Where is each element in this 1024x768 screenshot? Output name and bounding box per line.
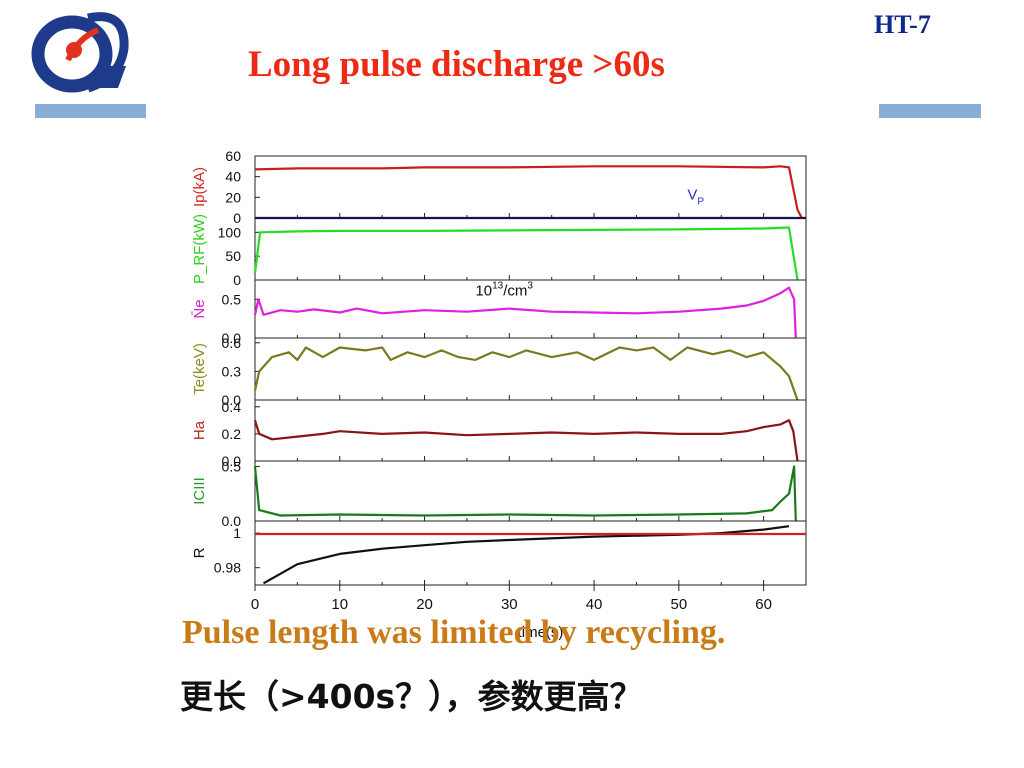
series-line-te-0: [253, 346, 799, 401]
y-tick-label-ha: 0.0: [222, 453, 242, 469]
y-tick-label-prf: 100: [218, 224, 242, 240]
series-line-r-0: [262, 525, 790, 585]
x-tick-label: 30: [501, 596, 518, 613]
series-line-prf-0: [253, 226, 799, 281]
y-tick-label-ip: 0: [233, 210, 241, 226]
caption-english: Pulse length was limited by recycling.: [182, 614, 726, 651]
y-tick-label-r: 0.98: [214, 560, 241, 576]
y-axis-label-ha: Ha: [191, 420, 208, 440]
series-line-ciii-0: [253, 465, 797, 522]
y-axis-label-r: R: [191, 547, 208, 558]
panel-frame-ciii: [254, 460, 807, 522]
slide-title: Long pulse discharge >60s: [248, 44, 665, 85]
y-tick-label-r: 1: [233, 525, 241, 541]
series-line-ha-0: [253, 419, 799, 462]
y-tick-label-ha: 0.2: [222, 426, 242, 442]
annotation-ne: 1013/cm3: [475, 280, 533, 299]
series-line-ne-0: [253, 286, 797, 339]
y-tick-label-ne: 0.0: [222, 330, 242, 346]
caption-chinese: 更长（>400s？），参数更高？: [180, 677, 643, 716]
x-tick-label: 40: [586, 596, 603, 613]
y-axis-label-ne: N̄e: [191, 299, 208, 318]
annotation-ip: VP: [687, 186, 704, 207]
x-tick-label: 0: [251, 596, 259, 613]
x-tick-label: 20: [416, 596, 433, 613]
y-axis-label-ciii: ICIII: [191, 477, 208, 505]
y-tick-label-ip: 60: [225, 148, 241, 164]
y-tick-label-ciii: 0.5: [222, 458, 242, 474]
y-axis-label-prf: P_RF(kW): [191, 214, 208, 284]
x-tick-label: 60: [755, 596, 772, 613]
series-line-ip-0: [254, 165, 803, 219]
institute-logo-icon: [31, 12, 129, 93]
y-axis-label-ip: Ip(kA): [191, 167, 208, 207]
x-tick-label: 10: [331, 596, 348, 613]
y-tick-label-te: 0.6: [222, 335, 242, 351]
x-axis-label: time(s): [518, 624, 564, 641]
y-tick-label-ciii: 0.0: [222, 513, 242, 529]
y-tick-label-te: 0.0: [222, 392, 242, 408]
y-tick-label-ne: 0.5: [222, 291, 242, 307]
x-tick-label: 50: [671, 596, 688, 613]
accent-bar-left: [35, 104, 146, 118]
y-tick-label-prf: 50: [225, 248, 241, 264]
y-tick-label-ip: 40: [225, 169, 241, 185]
slide-tag: HT-7: [874, 10, 931, 39]
y-tick-label-ip: 20: [225, 189, 241, 205]
y-tick-label-te: 0.3: [222, 363, 242, 379]
y-axis-label-te: Te(keV): [191, 343, 208, 395]
panel-frame-r: [254, 520, 807, 586]
y-tick-label-prf: 0: [233, 272, 241, 288]
accent-bar-right: [879, 104, 981, 118]
panel-frame-ip: [254, 155, 807, 219]
panel-frame-prf: [254, 217, 807, 281]
y-tick-label-ha: 0.4: [222, 399, 242, 415]
panel-frame-te: [254, 337, 807, 401]
